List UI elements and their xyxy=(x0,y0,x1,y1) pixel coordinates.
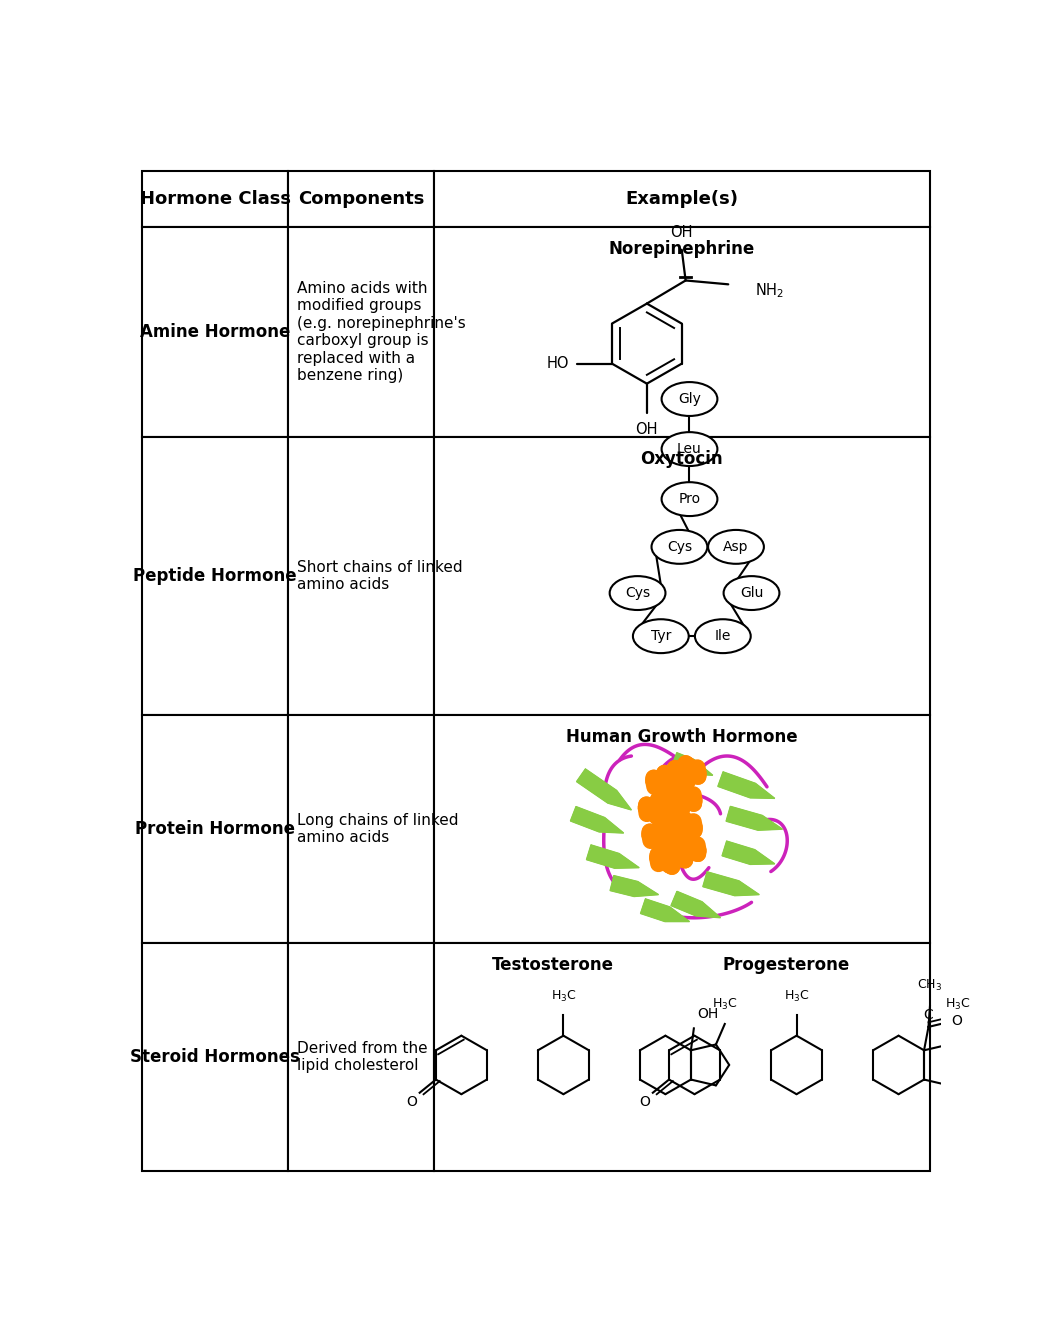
Text: Amine Hormone: Amine Hormone xyxy=(140,323,291,342)
Text: OH: OH xyxy=(636,423,658,437)
Text: Cys: Cys xyxy=(626,586,651,601)
Text: Human Growth Hormone: Human Growth Hormone xyxy=(566,728,797,746)
Polygon shape xyxy=(570,807,623,833)
Text: Ile: Ile xyxy=(714,629,731,643)
Text: O: O xyxy=(640,1095,651,1108)
Bar xyxy=(142,715,288,944)
Text: O: O xyxy=(951,1014,961,1027)
Text: Asp: Asp xyxy=(723,540,749,554)
Text: NH$_2$: NH$_2$ xyxy=(755,282,784,300)
Text: Protein Hormone: Protein Hormone xyxy=(135,820,295,839)
Ellipse shape xyxy=(708,530,764,563)
Text: Short chains of linked
amino acids: Short chains of linked amino acids xyxy=(297,560,463,593)
Text: Peptide Hormone: Peptide Hormone xyxy=(134,567,297,585)
Text: Testosterone: Testosterone xyxy=(492,956,614,974)
Polygon shape xyxy=(576,769,632,809)
Text: H$_3$C: H$_3$C xyxy=(946,997,971,1013)
Ellipse shape xyxy=(724,577,779,610)
Text: Norepinephrine: Norepinephrine xyxy=(609,239,755,258)
Text: Leu: Leu xyxy=(677,443,702,456)
Bar xyxy=(434,437,930,715)
Polygon shape xyxy=(672,892,721,918)
Bar xyxy=(288,715,434,944)
Polygon shape xyxy=(722,841,775,864)
Text: Tyr: Tyr xyxy=(651,629,670,643)
Bar xyxy=(434,227,930,437)
Bar xyxy=(288,944,434,1171)
Polygon shape xyxy=(640,898,689,921)
Text: OH: OH xyxy=(698,1007,719,1022)
Bar xyxy=(142,171,288,227)
Text: Amino acids with
modified groups
(e.g. norepinephrine's
carboxyl group is
replac: Amino acids with modified groups (e.g. n… xyxy=(297,280,467,383)
Bar xyxy=(288,437,434,715)
Bar xyxy=(288,227,434,437)
Bar xyxy=(288,171,434,227)
Ellipse shape xyxy=(661,381,718,416)
Ellipse shape xyxy=(633,619,688,653)
Text: Long chains of linked
amino acids: Long chains of linked amino acids xyxy=(297,813,459,845)
Text: Components: Components xyxy=(298,190,424,209)
Bar xyxy=(434,171,930,227)
Text: C: C xyxy=(924,1009,933,1022)
Text: Pro: Pro xyxy=(679,492,701,506)
Text: H$_3$C: H$_3$C xyxy=(550,989,576,1003)
Text: Steroid Hormones: Steroid Hormones xyxy=(131,1049,300,1066)
Text: OH: OH xyxy=(670,225,693,241)
Polygon shape xyxy=(718,772,775,799)
Text: HO: HO xyxy=(547,356,569,371)
Bar xyxy=(434,715,930,944)
Bar xyxy=(142,437,288,715)
Ellipse shape xyxy=(610,577,665,610)
Ellipse shape xyxy=(695,619,751,653)
Text: H$_3$C: H$_3$C xyxy=(783,989,810,1003)
Text: H$_3$C: H$_3$C xyxy=(712,997,737,1013)
Polygon shape xyxy=(703,872,759,896)
Text: Derived from the
lipid cholesterol: Derived from the lipid cholesterol xyxy=(297,1041,428,1074)
Text: O: O xyxy=(407,1095,417,1108)
Bar xyxy=(434,944,930,1171)
Polygon shape xyxy=(726,807,782,831)
Text: Cys: Cys xyxy=(667,540,692,554)
Polygon shape xyxy=(672,752,712,775)
Text: Gly: Gly xyxy=(678,392,701,407)
Text: Hormone Class: Hormone Class xyxy=(140,190,291,209)
Bar xyxy=(142,227,288,437)
Text: Glu: Glu xyxy=(740,586,764,601)
Polygon shape xyxy=(610,876,659,897)
Text: Example(s): Example(s) xyxy=(626,190,738,209)
Polygon shape xyxy=(587,845,639,868)
Text: Progesterone: Progesterone xyxy=(723,956,849,974)
Ellipse shape xyxy=(661,482,718,516)
Ellipse shape xyxy=(661,432,718,466)
Bar xyxy=(142,944,288,1171)
Ellipse shape xyxy=(652,530,707,563)
Text: CH$_3$: CH$_3$ xyxy=(917,977,942,993)
Text: Oxytocin: Oxytocin xyxy=(640,449,723,468)
